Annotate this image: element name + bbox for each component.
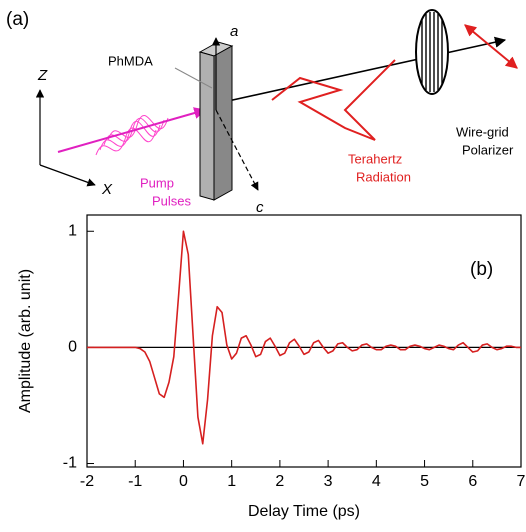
thz-wave — [271, 59, 396, 141]
polarization-arrow — [464, 24, 518, 69]
polarizer-label: Wire-grid — [456, 124, 509, 139]
pump-pulse — [95, 114, 169, 156]
annotation: (b) — [470, 259, 493, 280]
panel-label: (a) — [6, 9, 29, 30]
c-axis — [215, 109, 259, 191]
plate-front — [199, 51, 215, 201]
thz-label: Radiation — [356, 169, 411, 184]
x-tick-label: 6 — [468, 473, 477, 490]
x-tick-label: 2 — [275, 473, 284, 490]
sample-label: PhMDA — [108, 53, 153, 68]
x-tick-label: -2 — [80, 473, 94, 490]
y-tick-label: -1 — [63, 455, 77, 472]
x-tick-label: 4 — [372, 473, 381, 490]
x-tick-label: 7 — [517, 473, 526, 490]
plot-frame — [86, 214, 522, 468]
diagram: (a) Z X a c PhMDA Terahertz Radiation Wi… — [6, 9, 518, 216]
chart: (b) Delay Time (ps) Amplitude (arb. unit… — [17, 214, 526, 520]
y-axis-title: Amplitude (arb. unit) — [17, 269, 34, 413]
polarizer-grid — [421, 12, 443, 92]
sample-leader — [174, 67, 213, 89]
polarizer — [415, 9, 449, 95]
x-tick-label: 3 — [324, 473, 333, 490]
x-label: X — [101, 181, 113, 198]
pump-label: Pulses — [152, 193, 192, 208]
x-tick-label: 5 — [420, 473, 429, 490]
thz-label: Terahertz — [348, 151, 402, 166]
z-label: Z — [37, 67, 48, 84]
c-label: c — [256, 199, 264, 216]
polarizer-label: Polarizer — [462, 142, 514, 157]
pump-beam — [57, 107, 207, 153]
pump-label: Pump — [140, 175, 174, 190]
x-tick-label: 1 — [227, 473, 236, 490]
y-tick-label: 1 — [68, 222, 77, 239]
x-tick-label: 0 — [179, 473, 188, 490]
signal-line — [87, 230, 521, 445]
x-axis — [39, 164, 96, 187]
plate-side — [213, 45, 233, 201]
a-label: a — [230, 23, 238, 40]
x-axis-title: Delay Time (ps) — [248, 503, 360, 520]
thz-beam — [209, 36, 507, 106]
y-tick-label: 0 — [68, 339, 77, 356]
x-tick-label: -1 — [128, 473, 142, 490]
